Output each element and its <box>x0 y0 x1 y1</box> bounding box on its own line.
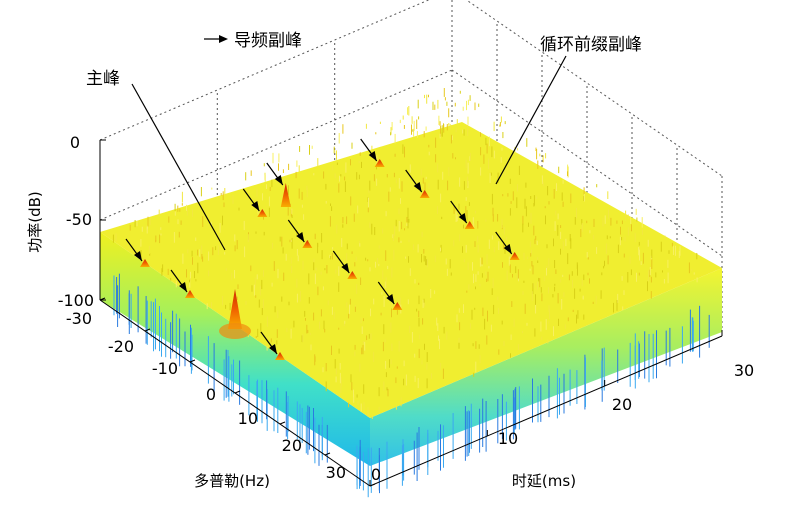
peak-8 <box>509 252 520 260</box>
top-face <box>100 122 722 418</box>
peak-10 <box>257 209 268 217</box>
peak-1 <box>347 271 358 279</box>
peak-12 <box>280 183 291 207</box>
front-face <box>100 232 370 466</box>
y-tick-30: 30 <box>326 463 346 482</box>
peak-2 <box>464 221 475 229</box>
x-tick-10: 10 <box>498 429 518 448</box>
right-face <box>370 268 722 466</box>
pilot-arrowhead-5 <box>296 232 305 242</box>
main-peak-base <box>219 323 251 339</box>
peak-5 <box>302 240 313 248</box>
pilot-arrowhead-10 <box>251 201 260 211</box>
pilot-arrowhead-8 <box>503 244 512 254</box>
y-tick-mark <box>369 483 376 487</box>
y-tick-mark <box>234 390 241 394</box>
pilot-arrowhead-4 <box>269 344 277 354</box>
cp-peak-leader <box>495 55 567 185</box>
peak-6 <box>392 302 403 310</box>
z-tick-minus50: -50 <box>66 210 92 229</box>
peak-0 <box>228 289 242 329</box>
main-peak-leader <box>131 83 226 251</box>
surface <box>100 88 722 498</box>
legend-pilot-label: 导频副峰 <box>234 31 302 51</box>
y-tick-10: 10 <box>238 409 258 428</box>
noise-texture <box>112 88 698 419</box>
pilot-arrowhead-9 <box>134 251 142 261</box>
pilot-arrowhead-3 <box>179 282 187 292</box>
cp-peak-label: 循环前缀副峰 <box>540 35 642 55</box>
z-tick-minus100: -100 <box>58 291 94 310</box>
annotations: 导频副峰 主峰 循环前缀副峰 <box>86 31 642 251</box>
tick-labels: 0 -50 -100 -30 -20 -10 0 10 20 30 0 10 2… <box>58 133 754 484</box>
x-axis-label: 时延(ms) <box>512 472 576 490</box>
noise-spikes <box>113 273 710 498</box>
y-axis-label: 多普勒(Hz) <box>194 472 270 490</box>
pilot-arrowhead-11 <box>368 151 377 161</box>
y-tick-minus30: -30 <box>66 309 92 328</box>
z-axis-label: 功率(dB) <box>26 191 44 253</box>
y-tick-mark <box>279 421 286 425</box>
pilot-arrowhead-12 <box>274 175 283 185</box>
grid-line-4 <box>99 69 453 221</box>
peak-9 <box>140 259 150 267</box>
pilot-arrowhead-7 <box>413 182 422 192</box>
x-tick-30: 30 <box>734 361 754 380</box>
x-tick-0: 0 <box>371 465 381 484</box>
y-tick-20: 20 <box>282 436 302 455</box>
x-tick-20: 20 <box>612 395 632 414</box>
peaks <box>125 138 520 360</box>
peak-11 <box>374 159 385 167</box>
grid-line-0 <box>99 0 430 141</box>
pilot-arrowhead-6 <box>386 294 395 304</box>
y-tick-0: 0 <box>206 385 216 404</box>
y-tick-mark <box>324 452 331 456</box>
peak-3 <box>185 290 195 298</box>
y-tick-minus10: -10 <box>152 359 178 378</box>
y-tick-mark <box>99 297 106 301</box>
z-tick-0: 0 <box>70 133 80 152</box>
y-tick-mark <box>189 359 196 363</box>
y-tick-mark <box>144 328 151 332</box>
y-tick-minus20: -20 <box>108 337 134 356</box>
legend-pilot-arrow <box>204 35 228 43</box>
peak-4 <box>275 352 285 360</box>
x-axis-line <box>369 335 723 487</box>
axes <box>99 139 723 487</box>
pilot-arrowhead-2 <box>458 213 467 223</box>
peak-7 <box>419 190 430 198</box>
pilot-arrowhead-1 <box>341 263 350 273</box>
main-peak-label: 主峰 <box>86 69 120 89</box>
